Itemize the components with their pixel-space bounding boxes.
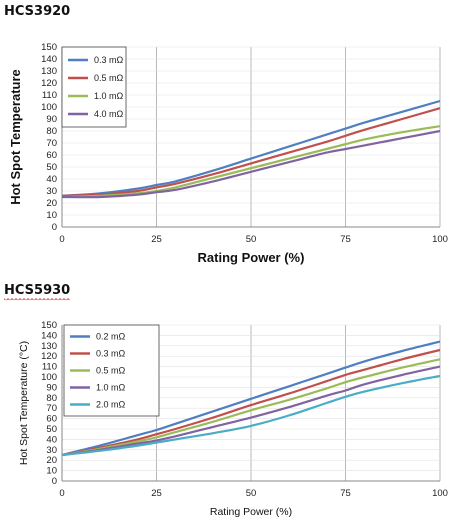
chart1-legend-label-3: 1.0 mΩ xyxy=(94,91,124,101)
chart2-y-tick-label: 120 xyxy=(41,351,57,362)
chart1-y-tick-label: 130 xyxy=(41,66,57,77)
chart2-y-tick-label: 40 xyxy=(46,434,57,445)
chart1-y-tick-label: 90 xyxy=(46,114,57,125)
chart2-y-tick-label: 150 xyxy=(41,320,57,331)
chart1-y-tick-label: 150 xyxy=(41,42,57,53)
chart2-x-tick-label: 75 xyxy=(340,488,351,499)
chart-2-heading: HCS5930 xyxy=(4,283,71,302)
chart2-y-tick-label: 110 xyxy=(42,362,57,373)
chart2-x-tick-label: 50 xyxy=(246,488,257,499)
chart1-y-tick-label: 80 xyxy=(46,126,57,137)
chart1-y-tick-label: 60 xyxy=(46,150,57,161)
chart2-y-tick-label: 100 xyxy=(41,372,57,383)
chart1-x-tick-label: 0 xyxy=(59,234,64,245)
chart2-series-line-4 xyxy=(61,365,441,457)
chart1-series-line-2 xyxy=(61,107,441,197)
chart2-y-tick-label: 10 xyxy=(46,466,57,477)
chart2-legend-label-5: 2.0 mΩ xyxy=(96,400,126,410)
chart1-y-axis-title: Hot Spot Temperature xyxy=(8,69,23,205)
chart1-x-tick-label: 25 xyxy=(151,234,162,245)
chart2-y-tick-label: 130 xyxy=(41,341,57,352)
chart2-y-tick-label: 90 xyxy=(46,382,57,393)
chart1-legend-label-1: 0.3 mΩ xyxy=(94,55,124,65)
chart2-series-line-2 xyxy=(61,348,441,457)
chart1-y-tick-label: 140 xyxy=(41,54,57,65)
chart2-y-tick-label: 50 xyxy=(46,424,57,435)
chart1-y-tick-label: 20 xyxy=(46,198,57,209)
chart1-y-tick-label: 10 xyxy=(46,210,57,221)
chart-2-heading-text: HCS5930 xyxy=(4,283,71,298)
chart2-y-axis-title: Hot Spot Temperature (°C) xyxy=(18,341,30,465)
chart2-series-line-5 xyxy=(61,374,441,457)
chart1-series-line-4 xyxy=(61,129,441,199)
chart1-y-tick-label: 110 xyxy=(42,90,57,101)
chart2-x-tick-label: 25 xyxy=(151,488,162,499)
chart1-y-tick-label: 50 xyxy=(46,162,57,173)
chart1-series-line-3 xyxy=(61,125,441,199)
chart2-y-tick-label: 70 xyxy=(46,403,57,414)
chart2-legend-label-4: 1.0 mΩ xyxy=(96,383,126,393)
chart1-y-tick-label: 100 xyxy=(41,102,57,113)
chart2-x-axis-title: Rating Power (%) xyxy=(210,506,292,518)
chart1-y-tick-label: 120 xyxy=(41,78,57,89)
chart2-y-tick-label: 0 xyxy=(52,476,57,487)
chart1-x-tick-label: 75 xyxy=(340,234,351,245)
chart2-legend-label-3: 0.5 mΩ xyxy=(96,366,126,376)
chart2-legend-label-1: 0.2 mΩ xyxy=(96,332,126,342)
chart2-y-tick-label: 60 xyxy=(46,414,57,425)
chart1-legend-label-4: 4.0 mΩ xyxy=(94,109,124,119)
chart1-legend-label-2: 0.5 mΩ xyxy=(94,73,124,83)
chart1-y-tick-label: 70 xyxy=(46,138,57,149)
chart2-x-tick-label: 0 xyxy=(59,488,64,499)
chart2-series-line-1 xyxy=(61,340,441,457)
spellcheck-underline xyxy=(4,298,71,302)
chart-1-heading: HCS3920 xyxy=(4,4,71,19)
chart1-x-tick-label: 50 xyxy=(246,234,257,245)
chart2-y-tick-label: 20 xyxy=(46,455,57,466)
chart2-legend-label-2: 0.3 mΩ xyxy=(96,349,126,359)
chart1-y-tick-label: 30 xyxy=(46,186,57,197)
chart2-y-tick-label: 30 xyxy=(46,445,57,456)
chart1-x-tick-label: 100 xyxy=(432,234,448,245)
chart2-series-line-3 xyxy=(61,358,441,457)
chart2-y-tick-label: 140 xyxy=(41,330,57,341)
chart2-x-tick-label: 100 xyxy=(432,488,448,499)
chart1-y-tick-label: 40 xyxy=(46,174,57,185)
chart1-y-tick-label: 0 xyxy=(52,222,57,233)
chart1-x-axis-title: Rating Power (%) xyxy=(198,250,305,265)
chart1-series-line-1 xyxy=(61,99,441,197)
chart2-y-tick-label: 80 xyxy=(46,393,57,404)
